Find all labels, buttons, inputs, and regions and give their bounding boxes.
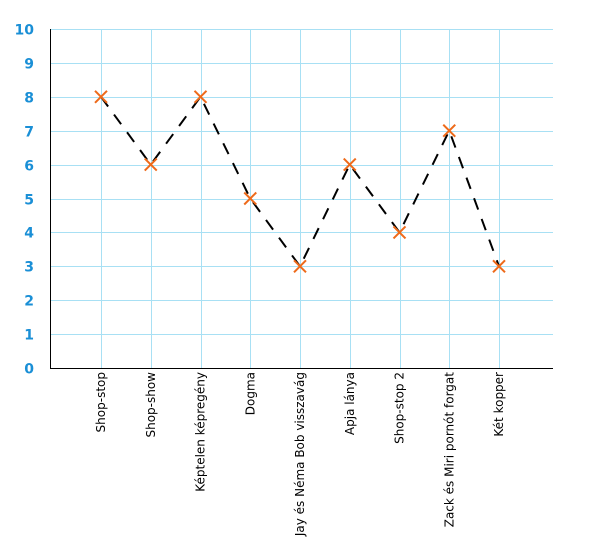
data-point — [343, 157, 357, 172]
data-point — [442, 123, 456, 138]
y-tick-label: 6 — [24, 159, 34, 175]
y-tick-label: 3 — [24, 260, 34, 276]
data-point — [144, 157, 158, 172]
y-axis-ticks: 0 1 2 3 4 5 6 7 8 9 10 — [15, 23, 35, 378]
x-tick-label: Zack és Miri pornót forgat — [442, 372, 456, 528]
x-tick-label: Shop-stop — [94, 372, 108, 432]
y-tick-label: 10 — [15, 23, 35, 39]
x-tick-label: Shop-show — [144, 372, 158, 438]
x-tick-label: Két kopper — [492, 372, 506, 437]
data-point — [293, 259, 307, 274]
grid — [50, 29, 553, 368]
x-tick-label: Jay és Néma Bob visszavág — [293, 372, 307, 537]
y-tick-label: 4 — [24, 226, 34, 242]
series-line — [100, 94, 500, 269]
data-point — [243, 191, 257, 206]
y-tick-label: 7 — [24, 125, 34, 141]
y-tick-label: 9 — [24, 57, 34, 73]
data-point — [492, 259, 506, 274]
data-point — [392, 225, 407, 240]
y-tick-label: 0 — [24, 362, 34, 378]
y-tick-label: 1 — [24, 328, 34, 344]
x-tick-label: Apja lánya — [343, 372, 357, 435]
x-tick-label: Képtelen képregény — [194, 372, 208, 492]
x-tick-label: Shop-stop 2 — [393, 372, 407, 444]
series — [94, 90, 506, 274]
y-tick-label: 2 — [24, 294, 34, 310]
x-tick-label: Dogma — [243, 372, 257, 415]
axes — [50, 29, 553, 369]
y-tick-label: 5 — [24, 193, 34, 209]
data-point — [193, 90, 208, 104]
y-tick-label: 8 — [24, 91, 34, 107]
data-point — [94, 90, 108, 104]
x-axis-ticks: Shop-stop Shop-show Képtelen képregény Dogm… — [94, 372, 506, 537]
